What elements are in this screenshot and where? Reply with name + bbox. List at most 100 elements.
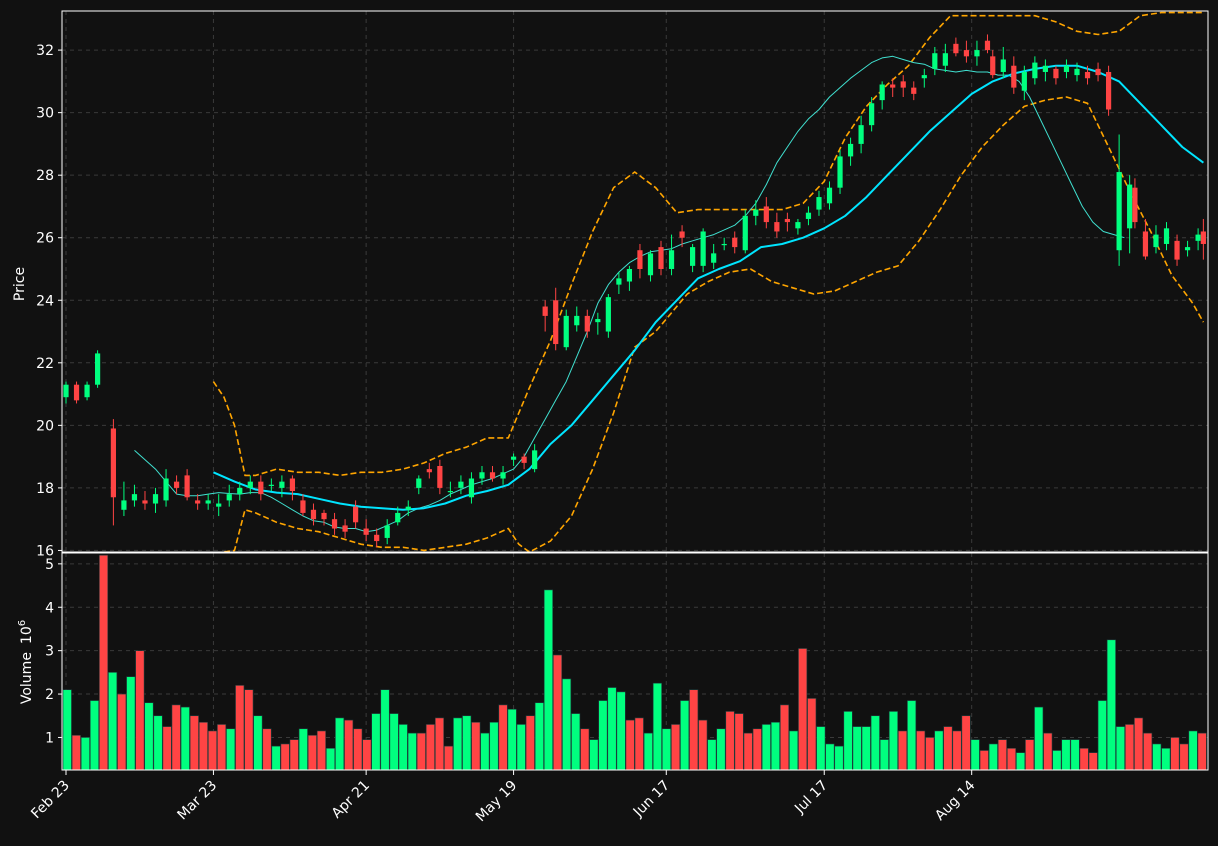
volume-bar: [779, 704, 790, 771]
candle-body: [1074, 68, 1080, 76]
candle-body: [84, 384, 90, 398]
volume-bar: [434, 717, 445, 771]
volume-bar: [353, 728, 363, 771]
volume-bar: [625, 719, 635, 771]
candle-body: [184, 475, 190, 498]
candle-body: [395, 512, 401, 523]
volume-bar: [916, 730, 926, 771]
candle-body: [1174, 240, 1180, 260]
candle-body: [805, 212, 812, 219]
candle-body: [1200, 231, 1206, 244]
fast-ma-line: [134, 55, 1125, 533]
volume-tick-label: 1: [45, 730, 54, 746]
candle-body: [363, 528, 369, 535]
volume-tick-label: 3: [45, 644, 54, 660]
volume-bar: [534, 702, 544, 771]
volume-bar: [562, 678, 572, 771]
candle-body: [173, 481, 180, 488]
candle-body: [258, 481, 264, 495]
candle-body: [1021, 71, 1027, 91]
candle-body: [953, 43, 959, 54]
candle-body: [668, 250, 675, 269]
candle-body: [205, 500, 211, 504]
candle-body: [647, 253, 654, 276]
candle-body: [163, 478, 169, 501]
volume-bar: [253, 715, 263, 771]
volume-bar: [743, 732, 753, 771]
volume-bar: [761, 724, 771, 771]
price-tick-label: 32: [36, 43, 54, 59]
candle-body: [869, 103, 875, 126]
candle-body: [310, 509, 317, 520]
slow-ma-line: [212, 64, 1204, 511]
volume-bar: [1170, 737, 1180, 771]
volume-bar: [307, 734, 317, 771]
candle-body: [468, 478, 475, 498]
volume-bar: [298, 728, 308, 771]
candle-body: [247, 481, 253, 488]
volume-bar: [489, 721, 499, 771]
candle-body: [532, 450, 538, 470]
candle-body: [847, 143, 854, 157]
volume-bar: [816, 726, 826, 771]
candle-body: [94, 353, 101, 385]
candle-body: [1053, 68, 1059, 79]
volume-bar: [1079, 747, 1089, 771]
volume-bar: [680, 700, 690, 771]
candle-body: [458, 481, 464, 488]
candle-body: [574, 315, 580, 326]
candle-body: [73, 384, 80, 401]
volume-bar: [598, 700, 608, 771]
volume-bar: [1025, 739, 1035, 771]
candle-body: [131, 494, 138, 501]
volume-bar: [925, 737, 935, 771]
volume-bar: [335, 717, 345, 771]
volume-bar: [1115, 726, 1125, 771]
candle-body: [374, 534, 380, 542]
volume-bar: [516, 724, 526, 771]
volume-bar: [217, 724, 227, 771]
candle-body: [932, 53, 938, 69]
volume-tick-label: 4: [45, 600, 54, 616]
candle-body: [1000, 59, 1006, 72]
volume-bar: [1124, 724, 1135, 771]
volume-bar: [1006, 747, 1017, 771]
candle-body: [1142, 231, 1149, 257]
volume-bar: [171, 704, 181, 771]
candle-body: [826, 187, 833, 204]
volume-tick-label: 5: [45, 557, 54, 573]
volume-bar: [416, 732, 426, 771]
candle-body: [774, 222, 780, 232]
volume-bar: [898, 730, 908, 771]
price-tick-label: 28: [36, 168, 54, 184]
candle-body: [837, 156, 843, 188]
volume-bar: [207, 730, 218, 771]
volume-bar: [634, 717, 644, 771]
candle-body: [753, 209, 759, 216]
volume-bar: [135, 650, 145, 771]
volume-bar: [425, 724, 435, 771]
volume-bar: [589, 739, 599, 771]
volume-bar: [362, 739, 372, 771]
candle-body: [216, 503, 222, 507]
volume-bar: [1070, 739, 1080, 771]
price-tick-label: 30: [36, 106, 54, 122]
candle-body: [711, 253, 717, 263]
volume-bar: [807, 698, 817, 771]
volume-bar: [825, 743, 835, 771]
volume-bar: [689, 689, 699, 771]
volume-bar: [671, 724, 681, 771]
price-tick-label: 26: [36, 231, 54, 247]
candle-body: [974, 50, 980, 57]
candle-body: [321, 512, 327, 520]
candle-body: [237, 487, 243, 495]
candle-body: [1042, 65, 1048, 72]
candle-body: [353, 506, 359, 523]
candle-body: [331, 519, 338, 529]
volume-bar: [89, 700, 100, 771]
volume-panel-frame: [61, 552, 1209, 771]
candle-body: [626, 268, 633, 282]
candle-body: [595, 319, 601, 323]
volume-bar: [144, 702, 154, 771]
